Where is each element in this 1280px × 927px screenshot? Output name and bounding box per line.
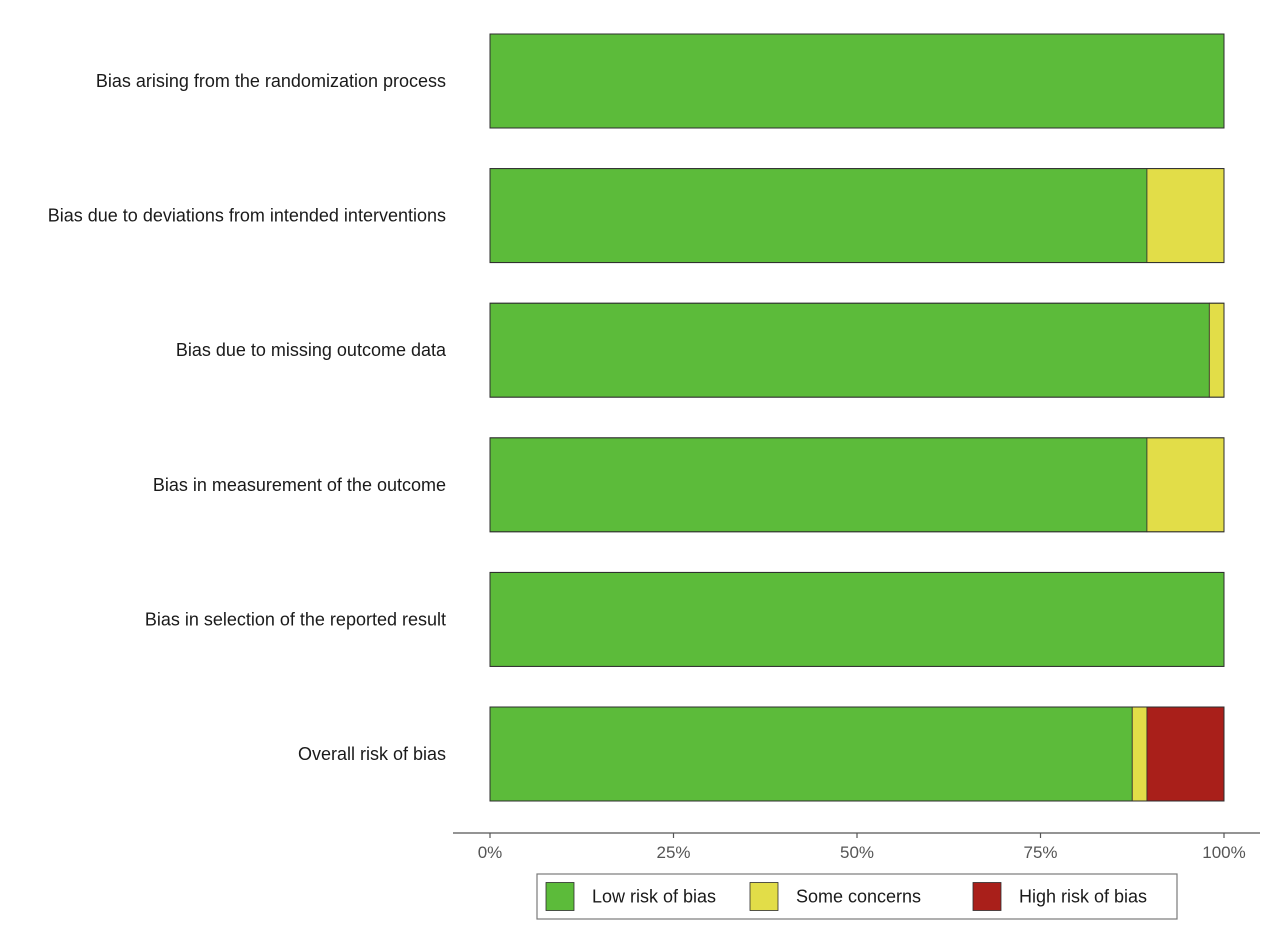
category-label: Bias due to deviations from intended int… xyxy=(48,206,446,226)
bar-outline xyxy=(489,706,1225,802)
category-label: Bias in measurement of the outcome xyxy=(153,475,446,495)
category-label: Overall risk of bias xyxy=(298,744,446,764)
bar-outline xyxy=(489,33,1225,129)
category-label: Bias due to missing outcome data xyxy=(176,340,447,360)
bar-outline xyxy=(489,571,1225,667)
bar-row xyxy=(489,706,1225,802)
bar-segment-some-concerns xyxy=(1131,706,1148,802)
bar-outline xyxy=(489,302,1225,398)
bar-segment-low-risk-of-bias xyxy=(489,33,1225,129)
bar-segment-low-risk-of-bias xyxy=(489,168,1148,264)
category-label: Bias arising from the randomization proc… xyxy=(96,71,446,91)
legend-swatch xyxy=(545,882,575,911)
bar-row xyxy=(489,33,1225,129)
bar-outline xyxy=(489,168,1225,264)
legend-box xyxy=(536,873,1178,920)
bar-segment-low-risk-of-bias xyxy=(489,302,1210,398)
bar-segment-some-concerns xyxy=(1146,168,1225,264)
category-labels: Bias arising from the randomization proc… xyxy=(48,71,447,764)
bar-segment-some-concerns xyxy=(1146,437,1225,533)
bar-row xyxy=(489,571,1225,667)
bars-layer xyxy=(489,33,1225,802)
legend-item-some-concerns: Some concerns xyxy=(749,882,921,911)
bar-row xyxy=(489,302,1225,398)
legend-item-low-risk-of-bias: Low risk of bias xyxy=(545,882,716,911)
bar-row xyxy=(489,437,1225,533)
bar-row xyxy=(489,168,1225,264)
x-tick-label: 0% xyxy=(478,843,503,862)
legend-label: Some concerns xyxy=(796,887,921,907)
legend-swatch xyxy=(749,882,779,911)
bar-segment-low-risk-of-bias xyxy=(489,706,1133,802)
legend-item-high-risk-of-bias: High risk of bias xyxy=(972,882,1147,911)
bar-segment-high-risk-of-bias xyxy=(1146,706,1225,802)
x-axis: 0% 25% 50% 75% 100% xyxy=(453,832,1260,862)
bar-segment-low-risk-of-bias xyxy=(489,437,1148,533)
legend: Low risk of bias Some concerns High risk o… xyxy=(536,873,1178,920)
bar-outline xyxy=(489,437,1225,533)
x-tick-label: 25% xyxy=(656,843,690,862)
bar-segment-low-risk-of-bias xyxy=(489,572,1225,667)
x-tick-label: 100% xyxy=(1202,843,1245,862)
legend-label: Low risk of bias xyxy=(592,887,716,907)
legend-label: High risk of bias xyxy=(1019,887,1147,907)
category-label: Bias in selection of the reported result xyxy=(145,609,446,629)
x-tick-label: 75% xyxy=(1023,843,1057,862)
legend-swatch xyxy=(972,882,1002,911)
bar-segment-some-concerns xyxy=(1208,302,1225,398)
x-tick-label: 50% xyxy=(840,843,874,862)
